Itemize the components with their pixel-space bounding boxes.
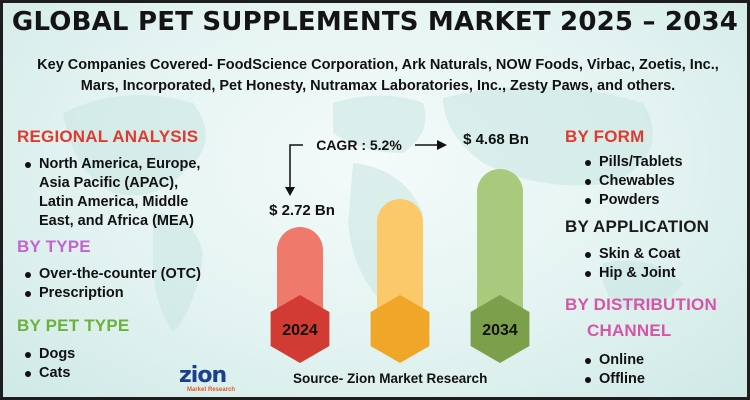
by-application-heading: BY APPLICATION [565, 217, 710, 236]
regional-list: North America, Europe, Asia Pacific (APA… [19, 155, 200, 231]
by-pet-type-list: Dogs Cats [19, 345, 75, 383]
by-pet-type-item: Cats [24, 364, 75, 383]
by-type-item: Over-the-counter (OTC) [25, 266, 201, 282]
bar-2034 [477, 169, 523, 333]
cagr-label: CAGR : 5.2% [316, 137, 402, 153]
regional-item: North America, Europe, [24, 156, 201, 172]
category-label: 2024 [282, 322, 318, 339]
regional-item: Asia Pacific (APAC), [39, 175, 179, 191]
value-label: $ 2.72 Bn [269, 202, 335, 219]
by-type-item: Prescription [25, 284, 201, 303]
zion-logo: zion Market Research [179, 363, 249, 395]
key-companies: Key Companies Covered- FoodScience Corpo… [33, 55, 723, 97]
by-distribution-item: Offline [585, 371, 645, 387]
value-label: $ 4.68 Bn [463, 131, 529, 148]
category-label: 2034 [482, 322, 518, 339]
regional-item: East, and Africa (MEA) [39, 213, 194, 229]
companies-line-1: Key Companies Covered- FoodScience Corpo… [37, 57, 719, 73]
by-form-item: Chewables [585, 172, 683, 191]
by-application-list: Skin & Coat Hip & Joint [579, 245, 680, 283]
by-type-list: Over-the-counter (OTC) Prescription [19, 265, 201, 303]
regional-item: Latin America, Middle [39, 194, 189, 210]
by-form-item: Pills/Tablets [585, 154, 683, 170]
source-note: Source- Zion Market Research [293, 371, 488, 386]
by-form-list: Pills/Tablets Chewables Powders [579, 153, 683, 210]
cagr-arrow-down [285, 187, 295, 196]
by-pet-type-item: Dogs [24, 346, 76, 362]
by-distribution-item: Online [585, 352, 645, 368]
by-pet-type-heading: BY PET TYPE [17, 316, 130, 335]
by-form-item: Powders [585, 191, 683, 210]
page-title: GLOBAL PET SUPPLEMENTS MARKET 2025 – 203… [11, 7, 739, 37]
by-distribution-heading: BY DISTRIBUTION [565, 295, 717, 314]
cagr-connector [289, 144, 303, 191]
cagr-arrow-right [437, 140, 447, 150]
logo-name: zion [179, 363, 227, 388]
logo-subtitle: Market Research [187, 387, 236, 393]
by-distribution-heading-2: CHANNEL [587, 321, 672, 340]
companies-line-2: Mars, Incorporated, Pet Honesty, Nutrama… [80, 78, 676, 94]
by-form-heading: BY FORM [565, 127, 645, 146]
by-application-item: Skin & Coat [584, 246, 681, 262]
regional-analysis-heading: REGIONAL ANALYSIS [17, 127, 199, 146]
bar-mid [377, 199, 423, 333]
by-distribution-list: Online Offline [579, 351, 645, 389]
by-application-item: Hip & Joint [584, 264, 680, 283]
hexagon-base [270, 295, 330, 363]
by-type-heading: BY TYPE [17, 237, 91, 256]
hexagon-base [370, 295, 430, 363]
hexagon-base [470, 295, 530, 363]
market-size-chart: 2024 $ 2.72 Bn 2034 $ 4.68 Bn CAGR : 5.2% [269, 131, 530, 363]
